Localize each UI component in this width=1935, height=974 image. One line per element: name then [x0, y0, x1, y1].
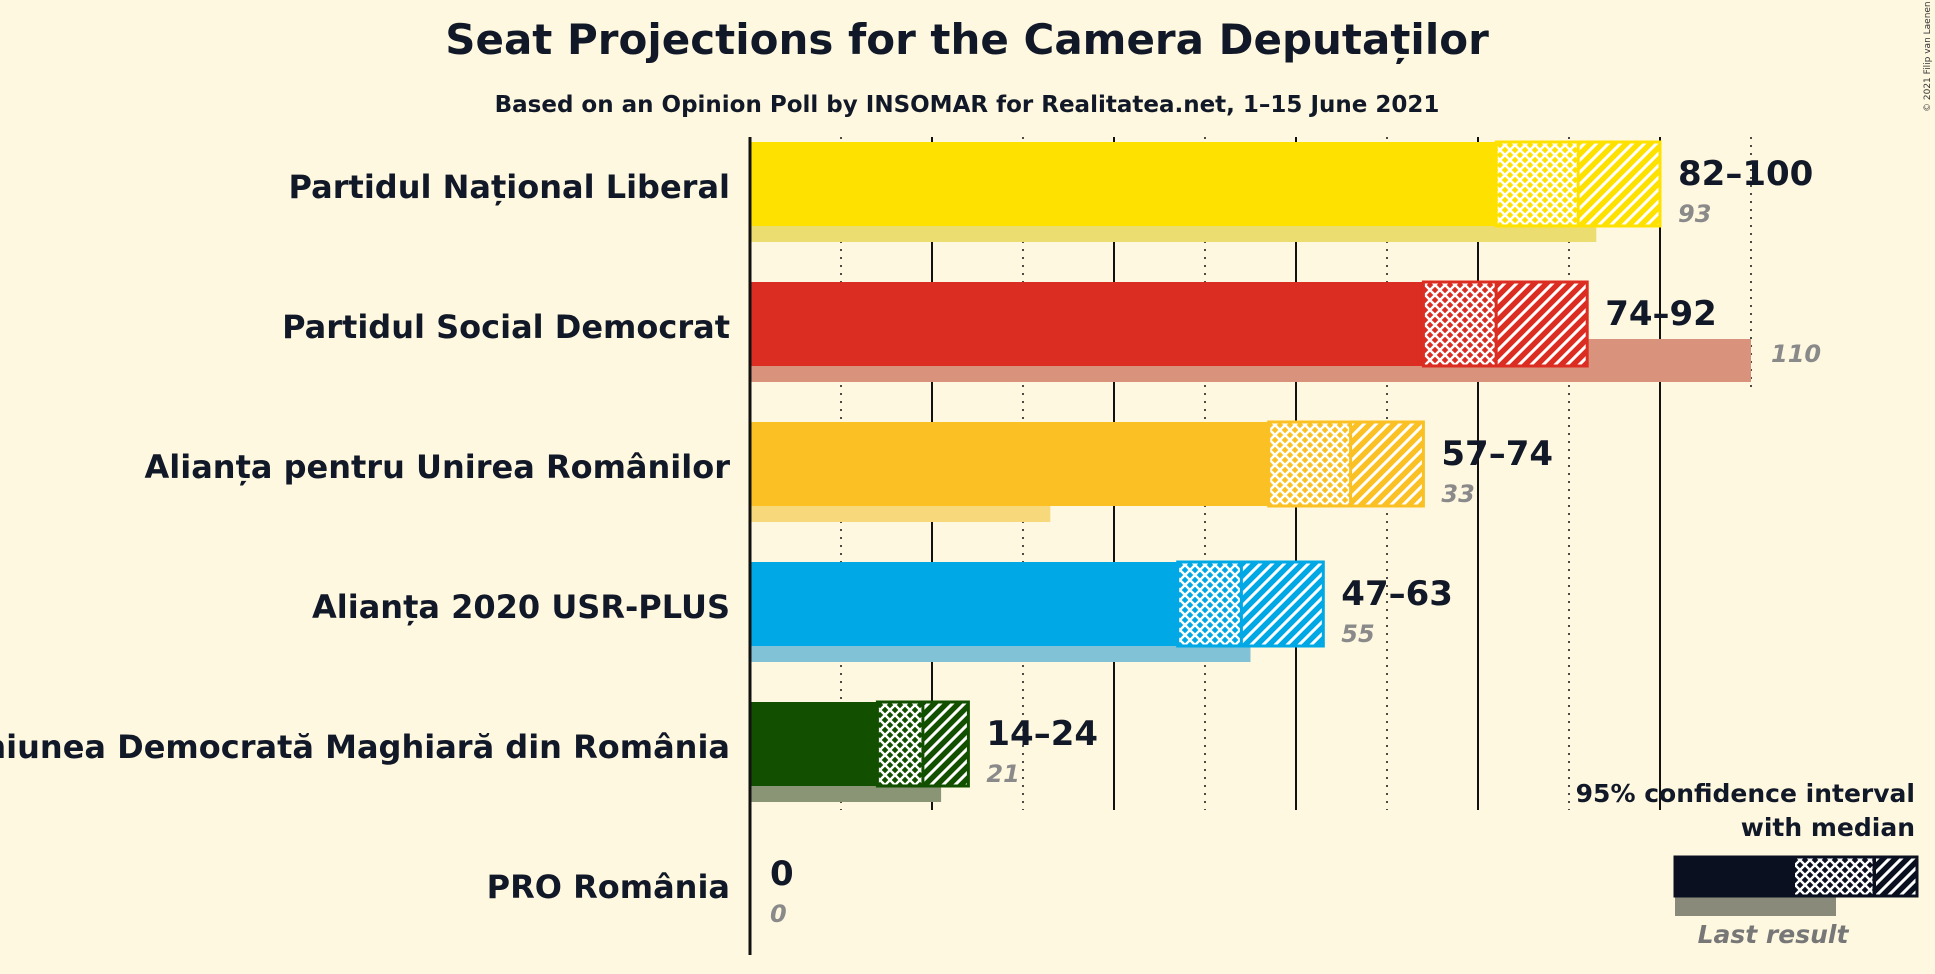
- party-row: Partidul Național Liberal 82–100 93: [289, 140, 1813, 242]
- last-result-label: 93: [1678, 200, 1711, 228]
- copyright: © 2021 Filip van Laenen: [1923, 1, 1933, 112]
- ci-lower-hatch: [877, 703, 923, 785]
- legend-outline: [1673, 855, 1919, 898]
- chart-title: Seat Projections for the Camera Deputați…: [445, 15, 1489, 65]
- party-name-label: Alianța pentru Unirea Românilor: [145, 448, 731, 486]
- range-label: 14–24: [986, 714, 1098, 754]
- legend-cross-hatch: [1795, 858, 1874, 895]
- range-label: 57–74: [1441, 434, 1553, 474]
- chart-subtitle: Based on an Opinion Poll by INSOMAR for …: [495, 92, 1440, 118]
- range-label: 74–92: [1605, 294, 1717, 334]
- legend: 95% confidence interval with median Last…: [1576, 779, 1919, 949]
- ci-outline: [1494, 140, 1662, 228]
- bars-group: Partidul Național Liberal 82–10093Partidu…: [0, 140, 1821, 928]
- party-row: Alianța pentru Unirea Românilor 57–74 33: [145, 420, 1553, 522]
- ci-upper-hatch: [1350, 423, 1424, 505]
- range-label: 82–100: [1678, 154, 1813, 194]
- party-name-label: Uniunea Democrată Maghiară din România: [0, 728, 730, 766]
- ci-lower-hatch: [1177, 563, 1242, 645]
- ci-outline: [1267, 420, 1425, 508]
- ci-outline: [875, 700, 970, 788]
- ci-upper-hatch: [922, 703, 969, 785]
- ci-lower-hatch: [1268, 423, 1351, 505]
- ci-lower-hatch: [1423, 283, 1497, 365]
- ci-outline: [1176, 560, 1325, 648]
- ci-outline: [1421, 280, 1589, 368]
- party-row: Uniunea Democrată Maghiară din România 14…: [0, 700, 1098, 802]
- last-result-label: 0: [770, 900, 787, 928]
- ci-upper-hatch: [1241, 563, 1324, 645]
- legend-diagonal-hatch: [1876, 858, 1916, 895]
- legend-last-result-label: Last result: [1698, 920, 1850, 949]
- party-row: Alianța 2020 USR-PLUS 47–63 55: [312, 560, 1453, 662]
- last-result-label: 110: [1771, 340, 1821, 368]
- party-name-label: Partidul Național Liberal: [289, 168, 730, 206]
- legend-title-line2: with median: [1741, 813, 1915, 842]
- ci-lower-hatch: [1496, 143, 1579, 225]
- party-row: Partidul Social Democrat 74–92 110: [282, 280, 1821, 382]
- ci-upper-hatch: [1578, 143, 1660, 225]
- party-name-label: PRO România: [487, 868, 730, 906]
- last-result-label: 55: [1341, 620, 1374, 648]
- last-result-label: 33: [1441, 480, 1474, 508]
- range-label: 0: [770, 854, 794, 894]
- ci-upper-hatch: [1496, 283, 1588, 365]
- legend-title-line1: 95% confidence interval: [1576, 779, 1915, 808]
- last-result-label: 21: [986, 760, 1019, 788]
- range-label: 47–63: [1341, 574, 1453, 614]
- party-row: PRO România 0 0: [487, 854, 794, 928]
- party-name-label: Partidul Social Democrat: [282, 308, 730, 346]
- party-name-label: Alianța 2020 USR-PLUS: [312, 588, 730, 626]
